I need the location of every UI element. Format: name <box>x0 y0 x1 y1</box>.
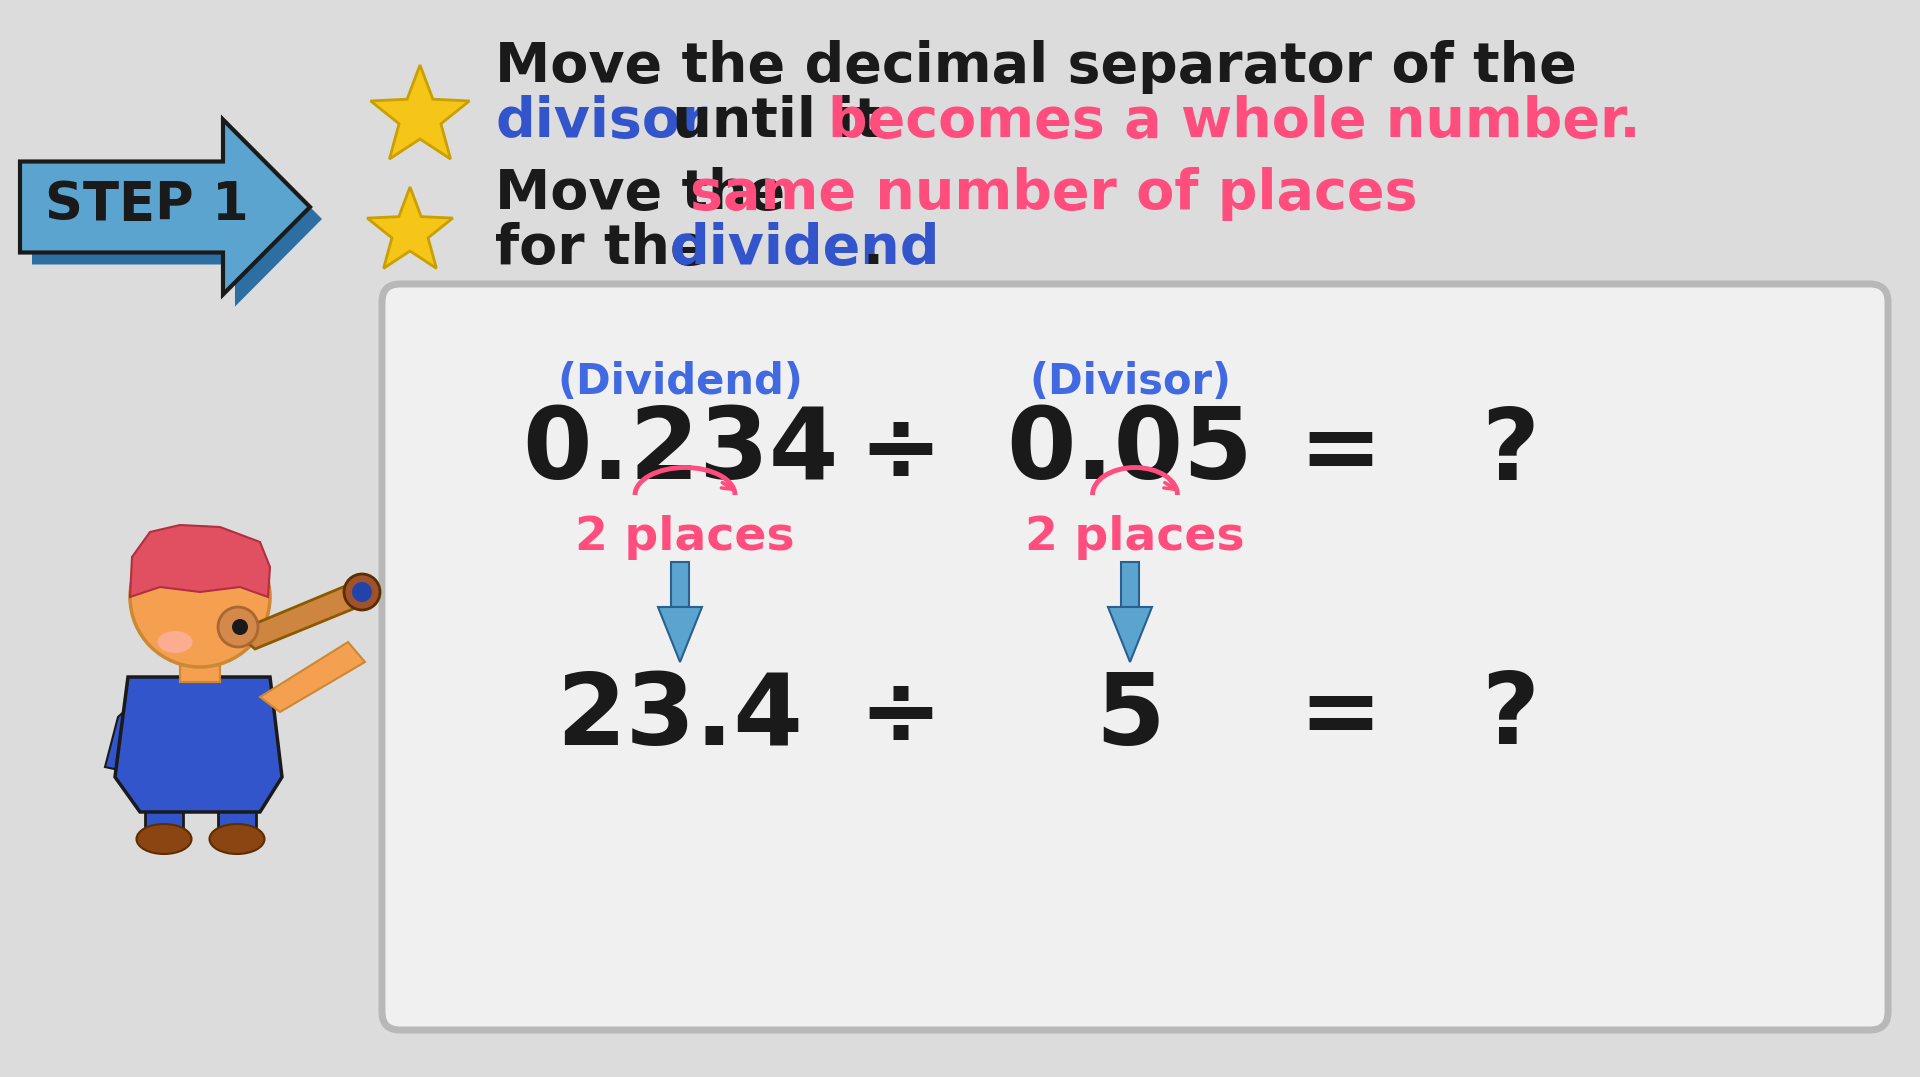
Polygon shape <box>115 677 282 812</box>
Text: same number of places: same number of places <box>689 167 1417 221</box>
Text: 0.234: 0.234 <box>522 404 839 501</box>
Text: ÷: ÷ <box>858 404 943 501</box>
Text: for the: for the <box>495 222 728 276</box>
Text: (Dividend): (Dividend) <box>557 361 803 403</box>
Polygon shape <box>106 697 140 772</box>
Polygon shape <box>19 120 309 294</box>
Bar <box>180 652 221 682</box>
Bar <box>219 763 255 837</box>
Ellipse shape <box>209 824 265 854</box>
Text: =: = <box>1298 404 1382 501</box>
Text: Move the decimal separator of the: Move the decimal separator of the <box>495 40 1576 94</box>
Polygon shape <box>1108 607 1152 662</box>
Polygon shape <box>259 642 365 712</box>
FancyBboxPatch shape <box>382 284 1887 1030</box>
Text: (Divisor): (Divisor) <box>1029 361 1231 403</box>
Text: 23.4: 23.4 <box>557 669 803 766</box>
Polygon shape <box>367 187 453 268</box>
Ellipse shape <box>131 527 271 667</box>
Text: 2 places: 2 places <box>576 515 795 559</box>
Polygon shape <box>1121 562 1139 607</box>
Text: 5: 5 <box>1094 669 1165 766</box>
Polygon shape <box>670 562 689 607</box>
Text: divisor: divisor <box>495 95 707 149</box>
Text: 2 places: 2 places <box>1025 515 1244 559</box>
Bar <box>146 763 182 837</box>
Circle shape <box>219 607 257 647</box>
Text: ?: ? <box>1480 669 1540 766</box>
Polygon shape <box>33 131 323 307</box>
Text: ÷: ÷ <box>858 669 943 766</box>
Polygon shape <box>131 524 271 597</box>
Polygon shape <box>234 582 371 649</box>
Polygon shape <box>659 607 703 662</box>
Text: ?: ? <box>1480 404 1540 501</box>
Circle shape <box>232 619 248 635</box>
Ellipse shape <box>136 824 192 854</box>
Ellipse shape <box>157 631 192 653</box>
Text: until it: until it <box>653 95 900 149</box>
Circle shape <box>351 582 372 602</box>
Circle shape <box>344 574 380 610</box>
Text: STEP 1: STEP 1 <box>46 179 250 230</box>
Text: Move the: Move the <box>495 167 804 221</box>
Text: 0.05: 0.05 <box>1006 404 1254 501</box>
Text: becomes a whole number.: becomes a whole number. <box>828 95 1640 149</box>
Text: =: = <box>1298 669 1382 766</box>
Text: .: . <box>862 222 883 276</box>
Text: dividend: dividend <box>670 222 941 276</box>
Polygon shape <box>371 65 470 159</box>
